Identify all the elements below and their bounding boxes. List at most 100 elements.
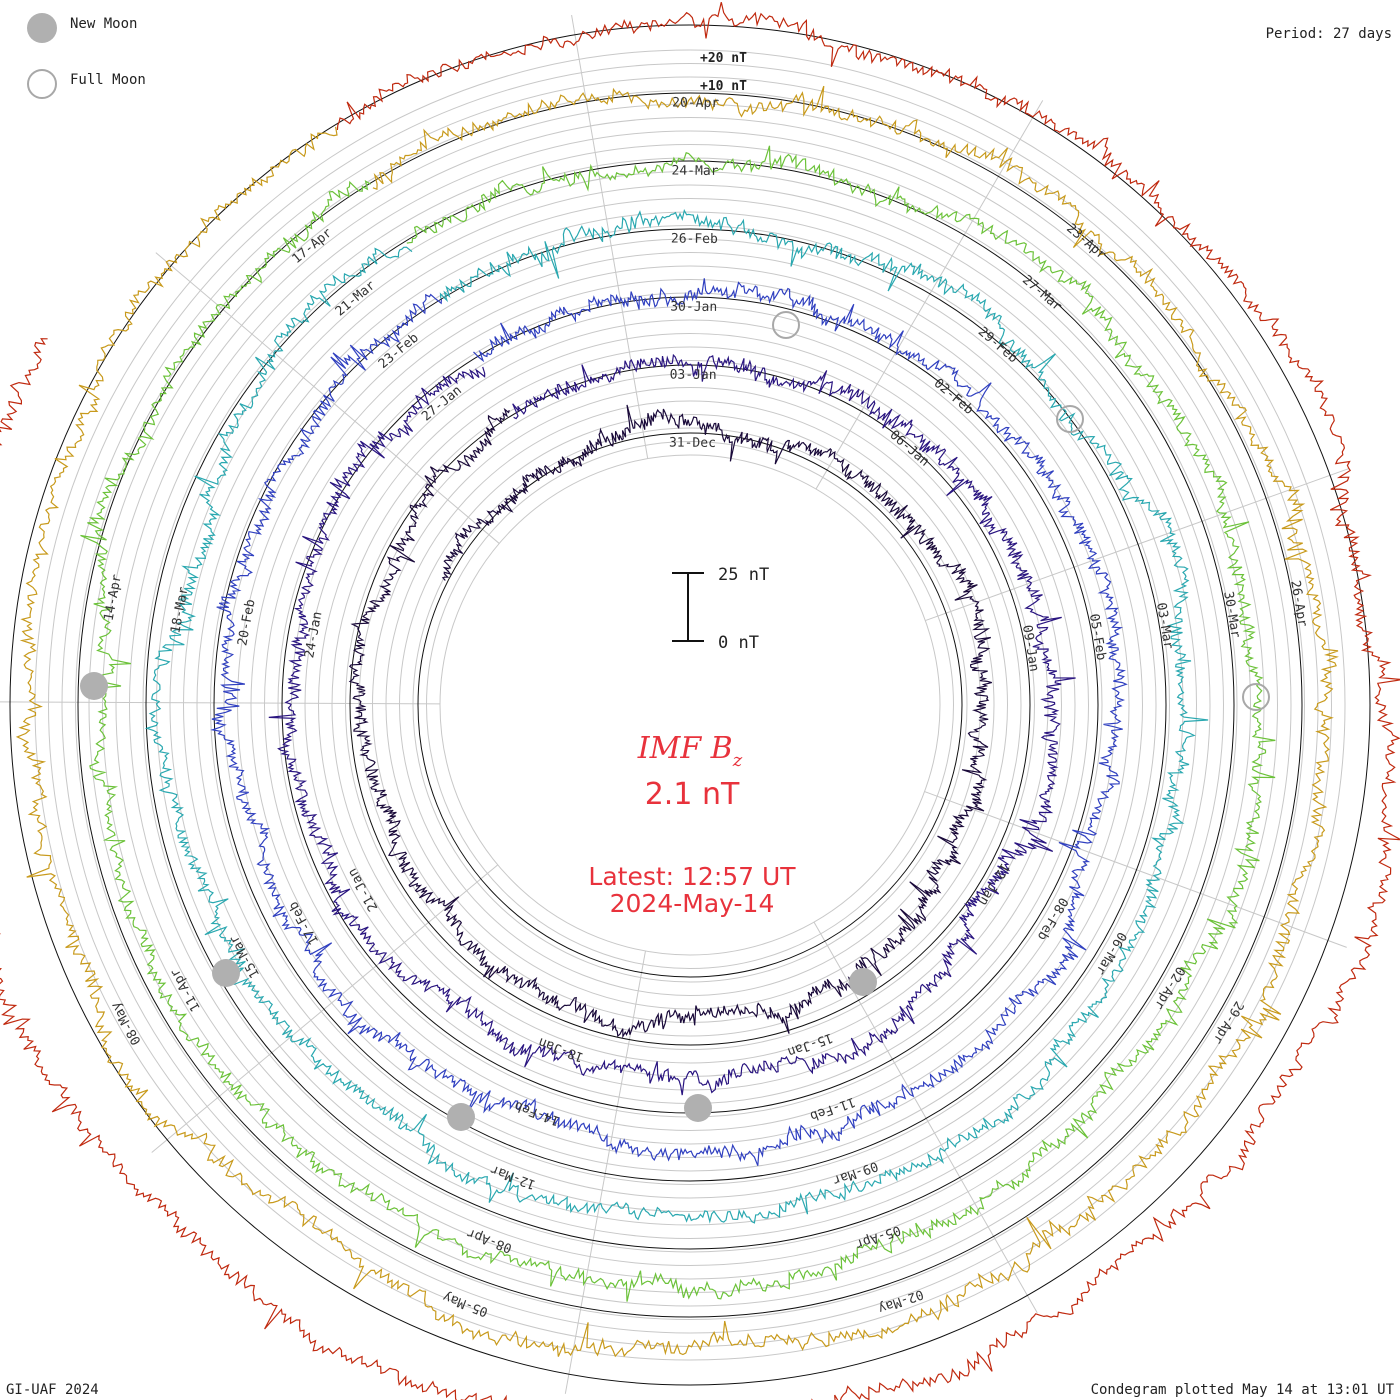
full-moon-marker — [1056, 405, 1084, 433]
full-moon-label: Full Moon — [70, 72, 146, 88]
date-label: 05-Feb — [1086, 613, 1109, 662]
baseline-circle — [9, 24, 1371, 1386]
moon-markers — [80, 311, 1270, 1131]
date-label: 26-Feb — [671, 232, 718, 247]
date-label: 05-May — [441, 1289, 490, 1320]
date-label: 30-Mar — [1220, 590, 1243, 639]
grid-ring — [237, 252, 1143, 1158]
grid-spoke — [151, 864, 499, 1153]
full-moon-marker — [1242, 683, 1270, 711]
grid-ring — [318, 333, 1062, 1077]
date-label: 29-Apr — [1209, 998, 1246, 1046]
grid-ring — [75, 90, 1305, 1320]
grid-ring — [34, 49, 1346, 1361]
grid-ring — [291, 306, 1089, 1104]
grid-ring — [129, 144, 1251, 1266]
grid-ring — [250, 265, 1130, 1145]
trace-rotation-4 — [80, 145, 1276, 1302]
grid-spoke — [925, 468, 1350, 622]
grid-ring — [372, 387, 1008, 1023]
grid-ring — [115, 130, 1265, 1280]
new-moon-marker — [447, 1103, 475, 1131]
trace-rotation-1 — [268, 353, 1076, 1096]
date-label: 09-Mar — [831, 1158, 880, 1188]
date-label: 17-Apr — [289, 225, 335, 267]
baseline-circle — [417, 432, 963, 978]
date-label: 02-Apr — [1151, 964, 1188, 1012]
grid-ring — [183, 198, 1197, 1212]
date-label: 14-Apr — [102, 573, 125, 622]
grid-ring — [358, 373, 1022, 1037]
date-label: 03-Jan — [670, 368, 717, 383]
grid-ring — [88, 103, 1292, 1307]
grid-spoke — [924, 791, 1347, 948]
trace-rotation-2 — [210, 278, 1128, 1166]
new-moon-marker — [684, 1094, 712, 1122]
grid-ring — [439, 454, 941, 956]
latest-time: Latest: 12:57 UT — [588, 862, 796, 891]
center-readout: IMF Bz 2.1 nT Latest: 12:57 UT 2024-May-… — [588, 731, 796, 918]
center-title: IMF Bz — [637, 731, 743, 771]
baseline-circle — [213, 228, 1167, 1182]
baseline-circle — [145, 160, 1235, 1250]
new-moon-label: New Moon — [70, 16, 137, 32]
period-label: Period: 27 days — [1266, 26, 1392, 42]
new-moon-marker — [849, 968, 877, 996]
full-moon-marker — [772, 311, 800, 339]
scale-bar-top-label: 25 nT — [718, 565, 769, 585]
baseline-circle — [281, 296, 1099, 1114]
grid-ring — [304, 319, 1076, 1091]
latest-date: 2024-May-14 — [610, 889, 775, 918]
grid-ring — [264, 279, 1116, 1131]
grid-ring — [331, 346, 1049, 1064]
grid-ring — [61, 76, 1319, 1334]
grid-ring — [48, 63, 1332, 1347]
ring-label-plus10: +10 nT — [700, 79, 747, 94]
baseline-circle — [349, 364, 1031, 1046]
grid-spoke — [815, 100, 1044, 490]
date-label: 21-Mar — [333, 278, 379, 320]
new-moon-icon — [27, 13, 57, 43]
scale-bar-bottom-label: 0 nT — [718, 633, 759, 653]
grid-ring — [223, 238, 1157, 1172]
grid-ring — [385, 400, 995, 1010]
grid-ring — [169, 184, 1211, 1226]
date-label: 02-Feb — [931, 376, 977, 418]
date-label: 30-Jan — [670, 300, 717, 315]
grid-spoke — [564, 950, 646, 1394]
ring-label-plus20: +20 nT — [700, 51, 747, 66]
grid-ring — [426, 441, 954, 969]
scale-bar: 25 nT 0 nT — [672, 565, 769, 653]
new-moon-marker — [80, 672, 108, 700]
date-label: 20-Feb — [235, 598, 258, 647]
date-label: 24-Mar — [671, 164, 718, 179]
grid-ring — [156, 171, 1224, 1239]
date-label: 21-Jan — [345, 865, 381, 913]
trace-rotation-3 — [144, 208, 1209, 1224]
baseline-circle — [77, 92, 1303, 1318]
grid-spoke — [0, 701, 441, 705]
date-label: 03-Mar — [1153, 602, 1176, 651]
footer-credit: GI-UAF 2024 — [6, 1382, 99, 1398]
date-label: 29-Feb — [975, 324, 1021, 366]
center-value: 2.1 nT — [645, 777, 740, 812]
footer-plotted: Condegram plotted May 14 at 13:01 UT — [1091, 1382, 1395, 1398]
date-label: 17-Feb — [286, 899, 322, 947]
new-moon-marker — [212, 959, 240, 987]
date-label: 09-Jan — [1019, 624, 1042, 673]
center-title-main: IMF B — [637, 731, 733, 766]
full-moon-icon — [27, 69, 57, 99]
grid-ring — [412, 427, 968, 983]
grid-ring — [142, 157, 1238, 1253]
trace-rotation-0 — [348, 404, 992, 1039]
grid-ring — [102, 117, 1278, 1293]
date-label: 20-Apr — [672, 96, 719, 111]
grid-ring — [345, 360, 1035, 1050]
center-title-sub: z — [732, 750, 743, 771]
date-label: 11-Apr — [168, 966, 204, 1014]
trace-rotation-5 — [15, 85, 1339, 1358]
date-label: 31-Dec — [669, 436, 716, 451]
